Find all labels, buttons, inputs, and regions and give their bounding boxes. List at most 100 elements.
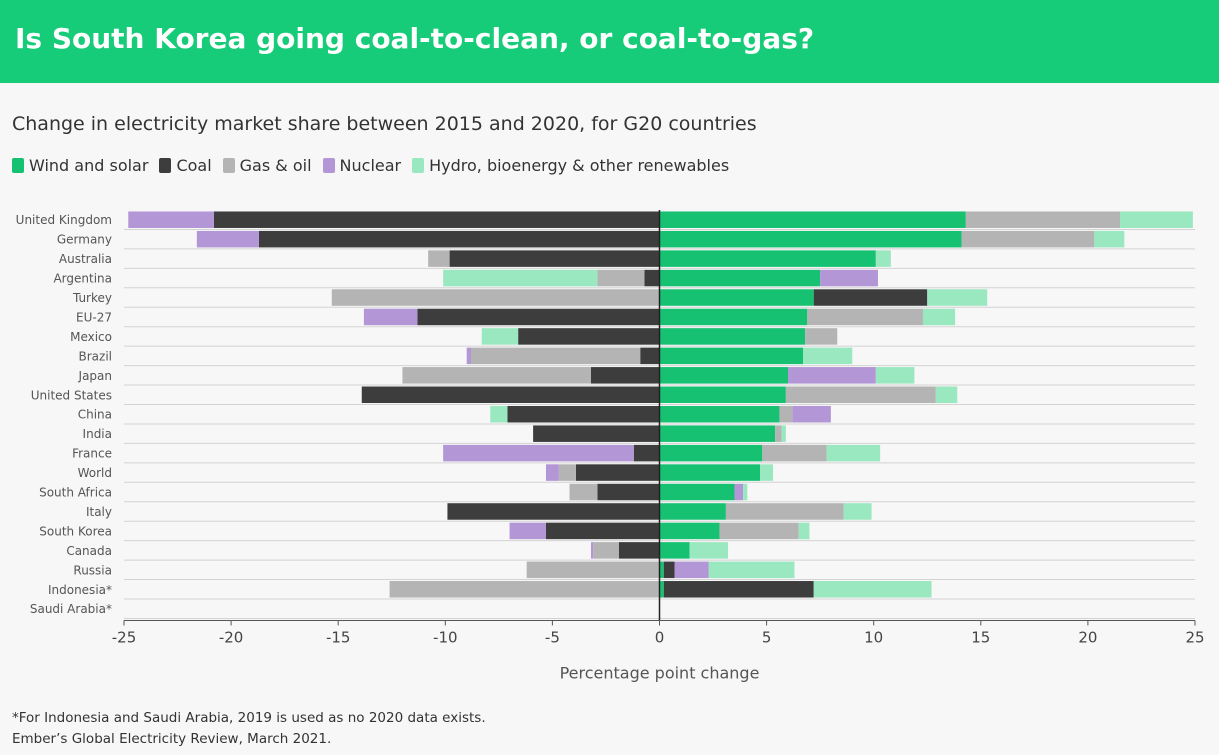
category-label-turkey: Turkey — [72, 291, 112, 305]
legend-swatch-nuclear — [322, 158, 335, 173]
legend-item-gas-oil: Gas & oil — [222, 156, 312, 175]
bar-world-coal — [575, 464, 660, 481]
bar-germany-gas-oil — [961, 230, 1095, 248]
category-label-canada: Canada — [66, 544, 112, 558]
bar-indonesia-coal — [663, 581, 814, 598]
x-tick-label: 5 — [762, 628, 772, 646]
bar-mexico-gas-oil — [805, 328, 838, 345]
bar-canada-nuclear — [590, 542, 594, 559]
bar-japan-coal — [590, 367, 660, 384]
bar-china-hydro-bioenergy-other-renewables — [490, 405, 508, 423]
bar-chart: United Kingdom Germany Australia Argentina T… — [16, 210, 1205, 682]
bar-south-korea-nuclear — [509, 522, 546, 540]
bar-turkey-wind-and-solar — [659, 289, 814, 306]
bar-argentina-hydro-bioenergy-other-renewables — [443, 269, 598, 287]
page-title: Is South Korea going coal-to-clean, or c… — [15, 22, 815, 55]
bar-germany-coal — [258, 230, 660, 248]
bar-russia-hydro-bioenergy-other-renewables — [708, 561, 795, 579]
chart-subtitle: Change in electricity market share betwe… — [12, 113, 757, 135]
bar-russia-wind-and-solar — [659, 561, 664, 579]
bar-brazil-coal — [640, 347, 660, 365]
bar-italy-wind-and-solar — [659, 503, 726, 520]
legend-label-nuclear: Nuclear — [339, 156, 402, 175]
bar-brazil-hydro-bioenergy-other-renewables — [803, 347, 853, 365]
bar-united-kingdom-wind-and-solar — [659, 211, 966, 228]
x-tick-label: 25 — [1185, 628, 1204, 646]
bar-united-states-wind-and-solar — [659, 386, 786, 404]
legend-swatch-gas-oil — [222, 158, 235, 173]
x-tick-label: -5 — [545, 628, 560, 646]
category-label-japan: Japan — [78, 369, 112, 383]
bar-canada-gas-oil — [593, 542, 619, 559]
bar-indonesia-wind-and-solar — [659, 581, 664, 598]
x-tick-label: 10 — [864, 628, 883, 646]
footnote-source: Ember’s Global Electricity Review, March… — [12, 731, 332, 747]
bar-france-hydro-bioenergy-other-renewables — [826, 444, 881, 462]
bar-south-korea-hydro-bioenergy-other-renewables — [798, 522, 810, 540]
bar-france-nuclear — [443, 444, 634, 462]
bar-indonesia-hydro-bioenergy-other-renewables — [813, 581, 932, 598]
bar-united-kingdom-coal — [213, 211, 660, 228]
bar-turkey-hydro-bioenergy-other-renewables — [927, 289, 988, 306]
x-tick-label: -15 — [326, 628, 351, 646]
bar-australia-coal — [449, 250, 660, 267]
bar-south-korea-gas-oil — [719, 522, 799, 540]
category-label-united-kingdom: United Kingdom — [16, 213, 112, 227]
category-label-brazil: Brazil — [79, 349, 113, 363]
bar-south-africa-nuclear — [734, 483, 744, 501]
bar-argentina-nuclear — [820, 269, 878, 287]
category-label-united-states: United States — [31, 388, 112, 402]
bar-brazil-gas-oil — [471, 347, 641, 365]
category-label-saudi-arabia: Saudi Arabia* — [30, 602, 112, 616]
bar-eu-27-coal — [417, 308, 660, 326]
legend-label-gas-oil: Gas & oil — [239, 156, 312, 175]
category-label-south-korea: South Korea — [39, 524, 112, 538]
x-axis-title: Percentage point change — [560, 663, 760, 682]
bar-united-states-hydro-bioenergy-other-renewables — [935, 386, 958, 404]
bar-south-korea-wind-and-solar — [659, 522, 720, 540]
legend-item-wind-solar: Wind and solar — [12, 156, 148, 175]
x-tick-label: 20 — [1078, 628, 1097, 646]
bar-india-coal — [533, 425, 660, 442]
bar-united-kingdom-gas-oil — [965, 211, 1121, 228]
category-label-italy: Italy — [86, 505, 112, 519]
bar-russia-nuclear — [674, 561, 709, 579]
bar-france-coal — [633, 444, 660, 462]
bar-eu-27-wind-and-solar — [659, 308, 808, 326]
bar-mexico-coal — [518, 328, 660, 345]
legend-swatch-wind-solar — [12, 158, 24, 173]
x-tick-label: -10 — [433, 628, 458, 646]
bar-south-africa-wind-and-solar — [659, 483, 735, 501]
bar-india-hydro-bioenergy-other-renewables — [781, 425, 786, 442]
category-label-mexico: Mexico — [70, 330, 112, 344]
x-tick-label: -20 — [219, 628, 244, 646]
bar-world-gas-oil — [558, 464, 576, 481]
bar-china-gas-oil — [779, 405, 793, 423]
bar-world-wind-and-solar — [659, 464, 761, 481]
bar-france-wind-and-solar — [659, 444, 763, 462]
bar-united-states-coal — [361, 386, 660, 404]
category-label-china: China — [78, 408, 112, 422]
bar-china-wind-and-solar — [659, 405, 780, 423]
bar-china-coal — [507, 405, 660, 423]
bar-south-africa-coal — [597, 483, 660, 501]
header-banner: Is South Korea going coal-to-clean, or c… — [0, 0, 1219, 83]
legend-label-coal: Coal — [176, 156, 212, 175]
bar-france-gas-oil — [762, 444, 827, 462]
bar-india-wind-and-solar — [659, 425, 776, 442]
category-label-world: World — [78, 466, 112, 480]
legend-label-hydro-other: Hydro, bioenergy & other renewables — [429, 156, 730, 175]
legend-item-hydro-other: Hydro, bioenergy & other renewables — [412, 156, 729, 175]
bar-mexico-hydro-bioenergy-other-renewables — [481, 328, 519, 345]
legend-item-coal: Coal — [159, 156, 212, 175]
bar-brazil-nuclear — [466, 347, 472, 365]
category-label-eu-27: EU-27 — [76, 310, 112, 324]
legend-item-nuclear: Nuclear — [322, 156, 402, 175]
bar-eu-27-nuclear — [363, 308, 418, 326]
category-label-france: France — [72, 447, 112, 461]
bar-italy-hydro-bioenergy-other-renewables — [843, 503, 872, 520]
x-tick-label: 0 — [655, 628, 665, 646]
bar-canada-coal — [618, 542, 660, 559]
bar-russia-coal — [663, 561, 675, 579]
bar-united-states-gas-oil — [785, 386, 936, 404]
